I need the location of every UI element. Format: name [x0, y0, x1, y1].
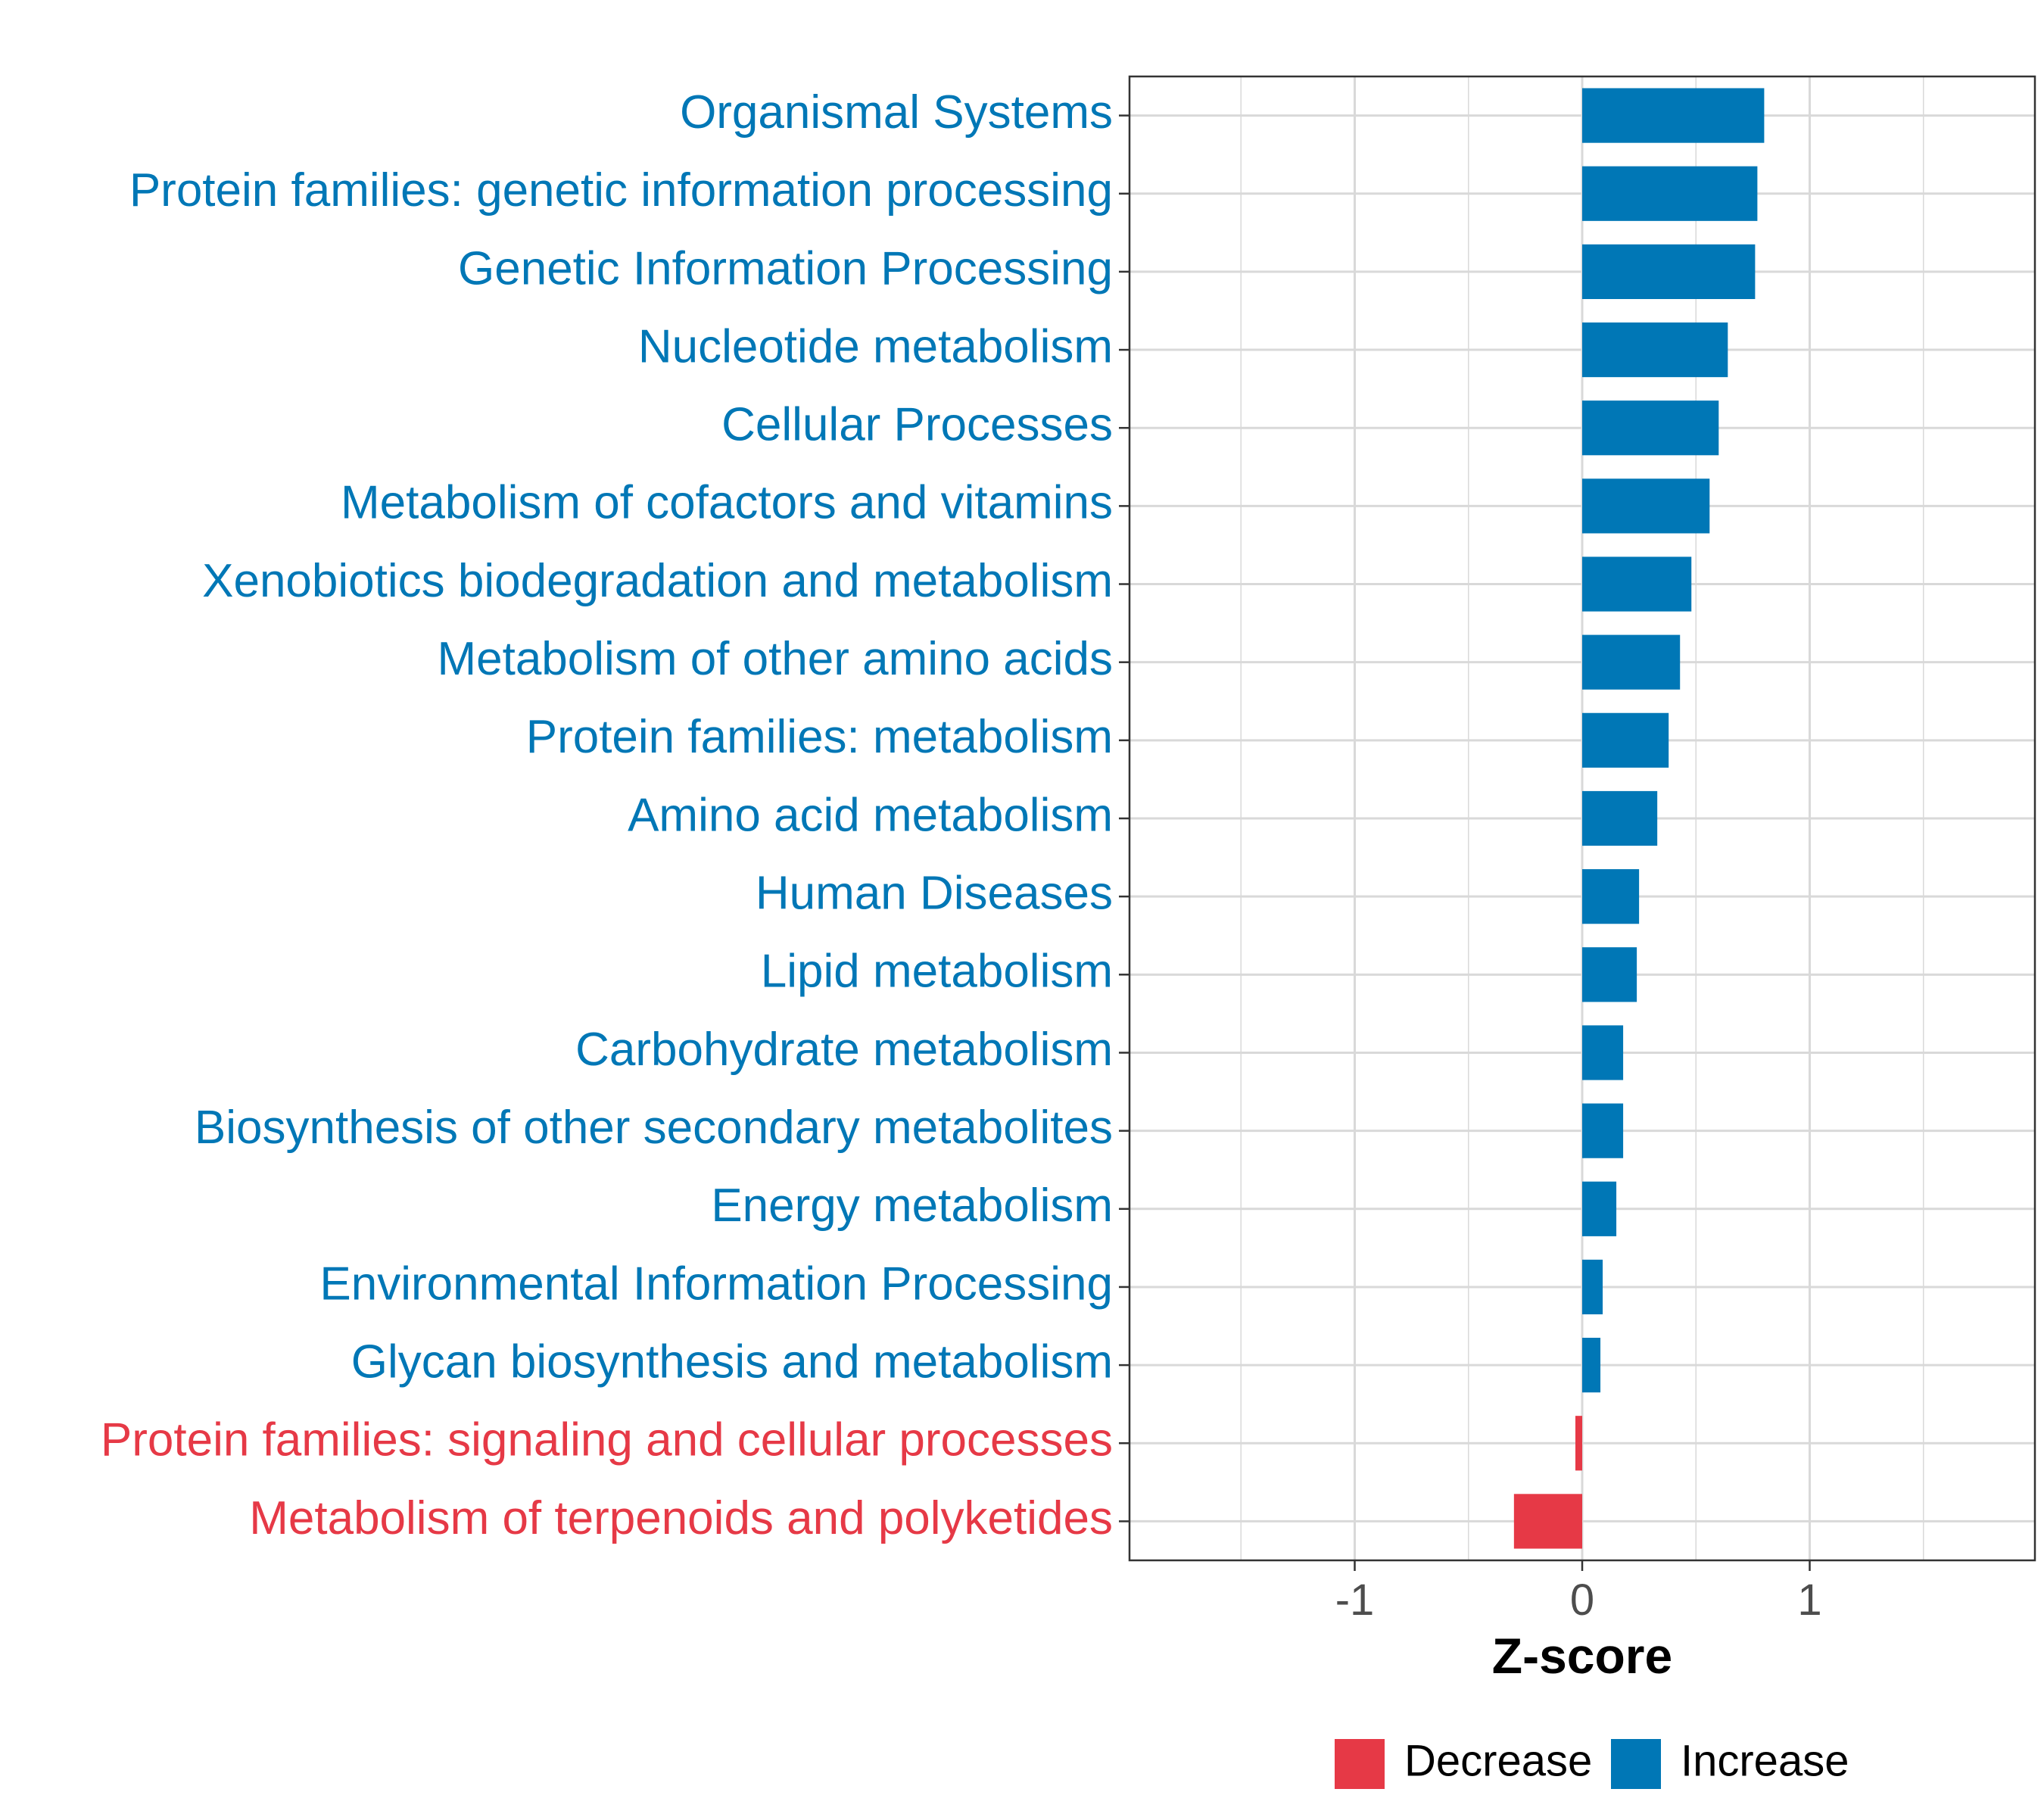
bar	[1582, 1181, 1617, 1236]
bar	[1582, 1338, 1601, 1393]
category-label: Protein families: metabolism	[526, 711, 1113, 763]
y-axis-labels: Organismal Systems Protein families: gene…	[101, 86, 1113, 1544]
category-label: Glycan biosynthesis and metabolism	[351, 1335, 1113, 1388]
bar	[1513, 1494, 1582, 1549]
bar	[1582, 1103, 1624, 1158]
category-label: Cellular Processes	[721, 399, 1113, 451]
legend: Decrease Increase	[1335, 1736, 1849, 1789]
bar	[1582, 166, 1758, 221]
category-label: Carbohydrate metabolism	[575, 1024, 1113, 1076]
category-label: Xenobiotics biodegradation and metabolis…	[202, 555, 1113, 607]
y-axis-ticks	[1119, 114, 1129, 1522]
bar	[1582, 712, 1669, 768]
bar	[1582, 869, 1640, 924]
category-label: Protein families: signaling and cellular…	[101, 1414, 1113, 1466]
bar	[1582, 88, 1765, 143]
bar	[1582, 478, 1710, 534]
category-label: Environmental Information Processing	[319, 1258, 1113, 1310]
bar	[1582, 634, 1681, 690]
bar	[1582, 790, 1658, 846]
bar	[1582, 400, 1719, 456]
category-label: Biosynthesis of other secondary metaboli…	[195, 1102, 1113, 1154]
legend-swatch	[1335, 1739, 1385, 1789]
category-label: Genetic Information Processing	[458, 242, 1113, 295]
bar	[1582, 556, 1692, 612]
category-label: Protein families: genetic information pr…	[129, 164, 1113, 217]
bar	[1582, 244, 1756, 299]
legend-label: Decrease	[1404, 1736, 1592, 1785]
bar	[1575, 1416, 1582, 1471]
x-axis-title: Z-score	[1492, 1628, 1672, 1684]
x-axis-ticks: -1 0 1	[1335, 1560, 1822, 1625]
bar	[1582, 1025, 1624, 1080]
x-tick-label: -1	[1335, 1575, 1375, 1625]
bars	[1513, 88, 1765, 1549]
legend-label: Increase	[1681, 1736, 1849, 1785]
category-label: Metabolism of terpenoids and polyketides	[249, 1492, 1113, 1544]
bar	[1582, 1259, 1603, 1315]
category-label: Organismal Systems	[680, 86, 1113, 139]
category-label: Metabolism of other amino acids	[437, 633, 1113, 685]
category-label: Nucleotide metabolism	[638, 320, 1113, 372]
x-tick-label: 0	[1570, 1575, 1594, 1625]
category-label: Energy metabolism	[711, 1180, 1113, 1232]
bar	[1582, 947, 1637, 1002]
bar	[1582, 322, 1728, 378]
category-label: Human Diseases	[756, 868, 1113, 920]
legend-swatch	[1611, 1739, 1661, 1789]
category-label: Metabolism of cofactors and vitamins	[341, 477, 1113, 529]
category-label: Lipid metabolism	[761, 946, 1113, 998]
category-label: Amino acid metabolism	[628, 789, 1113, 841]
x-tick-label: 1	[1797, 1575, 1821, 1625]
